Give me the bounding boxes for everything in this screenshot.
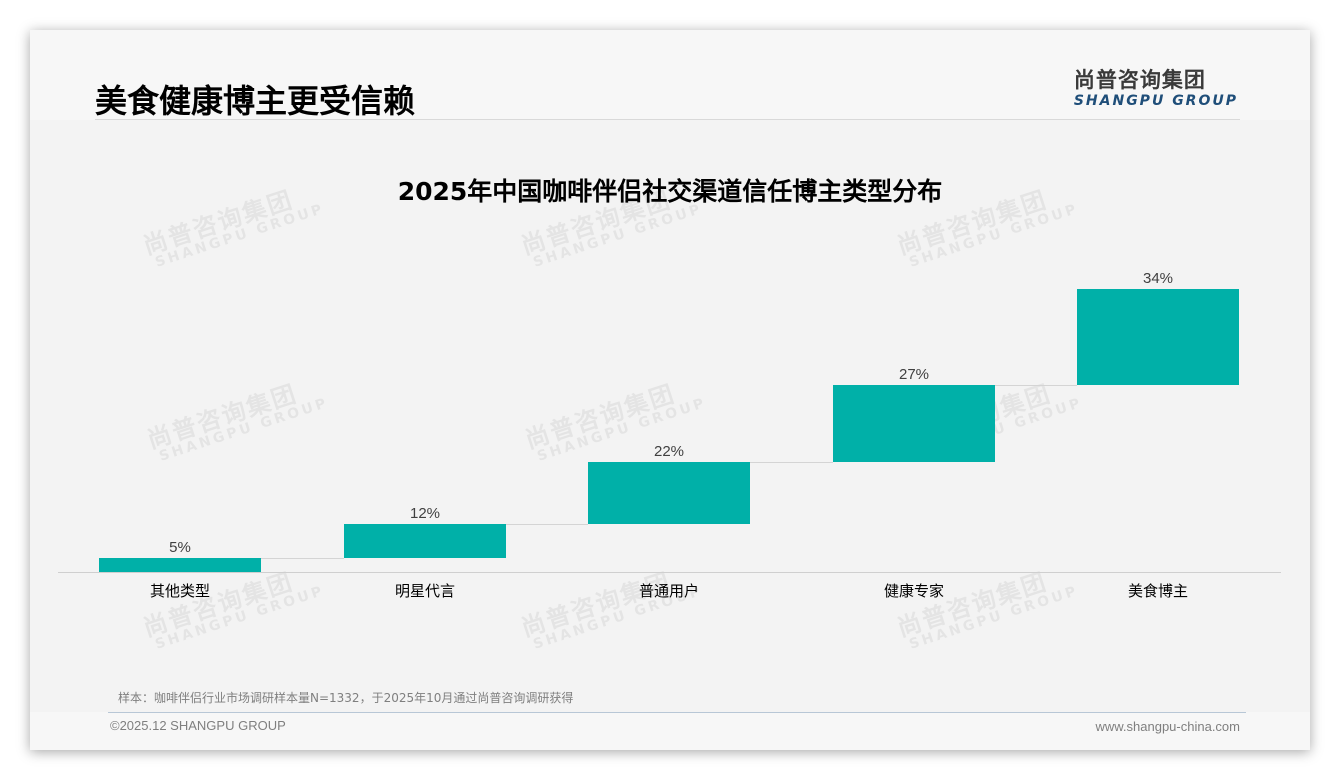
x-axis-baseline bbox=[58, 572, 1281, 573]
bar-value-label: 27% bbox=[898, 366, 930, 384]
waterfall-chart: 5% 其他类型 12% 明星代言 22% 普通用户 27% 健康专家 34% 美食博主 bbox=[30, 30, 1310, 750]
chart-bar bbox=[99, 557, 261, 572]
x-axis-category-label: 明星代言 bbox=[394, 582, 455, 600]
bar-value-label: 34% bbox=[1142, 270, 1174, 287]
sample-footnote: 样本：咖啡伴侣行业市场调研样本量N=1332，于2025年10月通过尚普咨询调研… bbox=[118, 691, 574, 705]
footer-background bbox=[30, 712, 1310, 750]
chart-bar bbox=[833, 385, 995, 462]
page-title: 美食健康博主更受信赖 bbox=[95, 82, 416, 120]
x-axis-category-label: 其他类型 bbox=[149, 582, 210, 600]
slide: 尚普咨询集团 SHANGPU GROUP 尚普咨询集团 SHANGPU GROU… bbox=[30, 30, 1310, 750]
chart-bar bbox=[344, 523, 506, 558]
x-axis-category-label: 普通用户 bbox=[638, 582, 699, 600]
title-divider bbox=[95, 119, 1240, 120]
waterfall-connector-line bbox=[261, 557, 344, 559]
x-axis-category-label: 健康专家 bbox=[883, 582, 944, 600]
bar-value-label: 5% bbox=[169, 538, 191, 556]
chart-bar bbox=[588, 461, 750, 524]
waterfall-connector-line bbox=[750, 461, 833, 463]
x-axis-category-label: 美食博主 bbox=[1127, 582, 1188, 600]
waterfall-connector-line bbox=[995, 385, 1077, 387]
bar-value-label: 22% bbox=[653, 442, 685, 460]
chart-title: 2025年中国咖啡伴侣社交渠道信任博主类型分布 bbox=[397, 177, 943, 206]
logo-text-en: SHANGPU GROUP bbox=[1073, 93, 1238, 109]
logo-text-cn: 尚普咨询集团 bbox=[1073, 68, 1206, 92]
chart-bar bbox=[1077, 289, 1239, 386]
bar-value-label: 12% bbox=[409, 504, 441, 522]
website-link[interactable]: www.shangpu-china.com bbox=[1095, 719, 1240, 734]
header-background bbox=[30, 30, 1310, 120]
company-logo: 尚普咨询集团 SHANGPU GROUP bbox=[1074, 64, 1238, 109]
waterfall-connector-line bbox=[506, 523, 588, 525]
copyright-text: ©2025.12 SHANGPU GROUP bbox=[110, 718, 286, 733]
footer-divider bbox=[108, 712, 1246, 713]
